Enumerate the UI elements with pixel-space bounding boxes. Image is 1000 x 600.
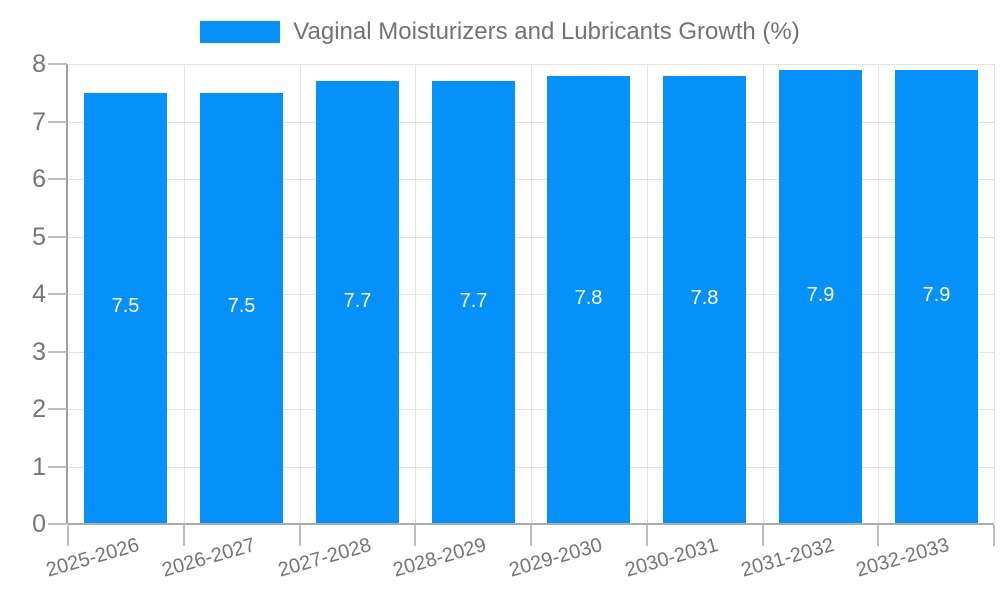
y-tick (48, 523, 67, 525)
bar-value-label: 7.9 (806, 283, 835, 306)
y-axis-label: 3 (32, 337, 46, 366)
v-gridline (415, 64, 416, 524)
y-axis-label: 8 (32, 50, 46, 78)
x-axis-label: 2032-2033 (854, 534, 953, 582)
chart-legend: Vaginal Moisturizers and Lubricants Grow… (0, 18, 1000, 46)
legend-swatch (200, 21, 281, 43)
y-tick (48, 408, 67, 410)
y-axis-label: 2 (32, 395, 46, 423)
y-axis-label: 5 (32, 222, 46, 251)
bar: 7.8 (547, 75, 630, 524)
y-axis-label: 4 (32, 280, 46, 308)
y-axis-label: 6 (32, 165, 46, 193)
v-gridline (184, 64, 185, 524)
v-gridline (300, 64, 301, 524)
bar-value-label: 7.8 (574, 286, 603, 309)
bar: 7.5 (84, 92, 167, 524)
y-axis-label: 1 (32, 452, 46, 481)
x-axis-label: 2029-2030 (506, 534, 605, 582)
x-tick (762, 525, 764, 546)
y-axis-label: 0 (32, 510, 46, 538)
y-tick (48, 235, 67, 238)
x-axis-label: 2027-2028 (275, 534, 374, 582)
bar: 7.9 (895, 69, 978, 524)
y-tick (48, 350, 67, 353)
legend-label: Vaginal Moisturizers and Lubricants Grow… (293, 18, 800, 45)
x-axis-label: 2028-2029 (391, 534, 490, 582)
y-tick (48, 178, 67, 180)
x-axis-label: 2026-2027 (159, 534, 258, 582)
x-tick (530, 525, 532, 546)
x-tick (993, 525, 995, 546)
bar-value-label: 7.7 (343, 289, 372, 312)
y-tick (48, 465, 67, 468)
v-gridline (763, 64, 764, 524)
x-tick (67, 525, 69, 546)
bar-value-label: 7.7 (459, 289, 488, 312)
y-tick (48, 120, 67, 123)
bar: 7.7 (316, 81, 399, 524)
x-axis-label: 2030-2031 (622, 534, 721, 582)
x-tick (414, 525, 416, 546)
y-axis-line (66, 64, 68, 524)
bar: 7.8 (663, 75, 746, 524)
plot-area: 7.5 7.5 7.7 7.7 7.8 7.8 7.9 7.9 (68, 64, 995, 524)
v-gridline (647, 64, 648, 524)
bar-value-label: 7.8 (690, 286, 719, 309)
x-axis-label: 2025-2026 (43, 534, 142, 582)
y-tick (48, 63, 67, 65)
bar-value-label: 7.9 (922, 283, 951, 306)
x-tick (877, 525, 879, 546)
bar-value-label: 7.5 (227, 295, 256, 318)
y-tick (48, 293, 67, 295)
x-tick (646, 525, 648, 546)
x-tick (183, 525, 185, 546)
v-gridline (531, 64, 532, 524)
x-axis-line (68, 523, 994, 525)
x-tick (299, 525, 301, 546)
y-axis-label: 7 (32, 107, 46, 136)
x-axis-label: 2031-2032 (738, 534, 837, 582)
bar: 7.7 (432, 81, 515, 524)
bar: 7.5 (200, 92, 283, 524)
v-gridline (994, 64, 995, 524)
bar-value-label: 7.5 (111, 295, 140, 318)
bar: 7.9 (779, 69, 862, 524)
v-gridline (878, 64, 879, 524)
